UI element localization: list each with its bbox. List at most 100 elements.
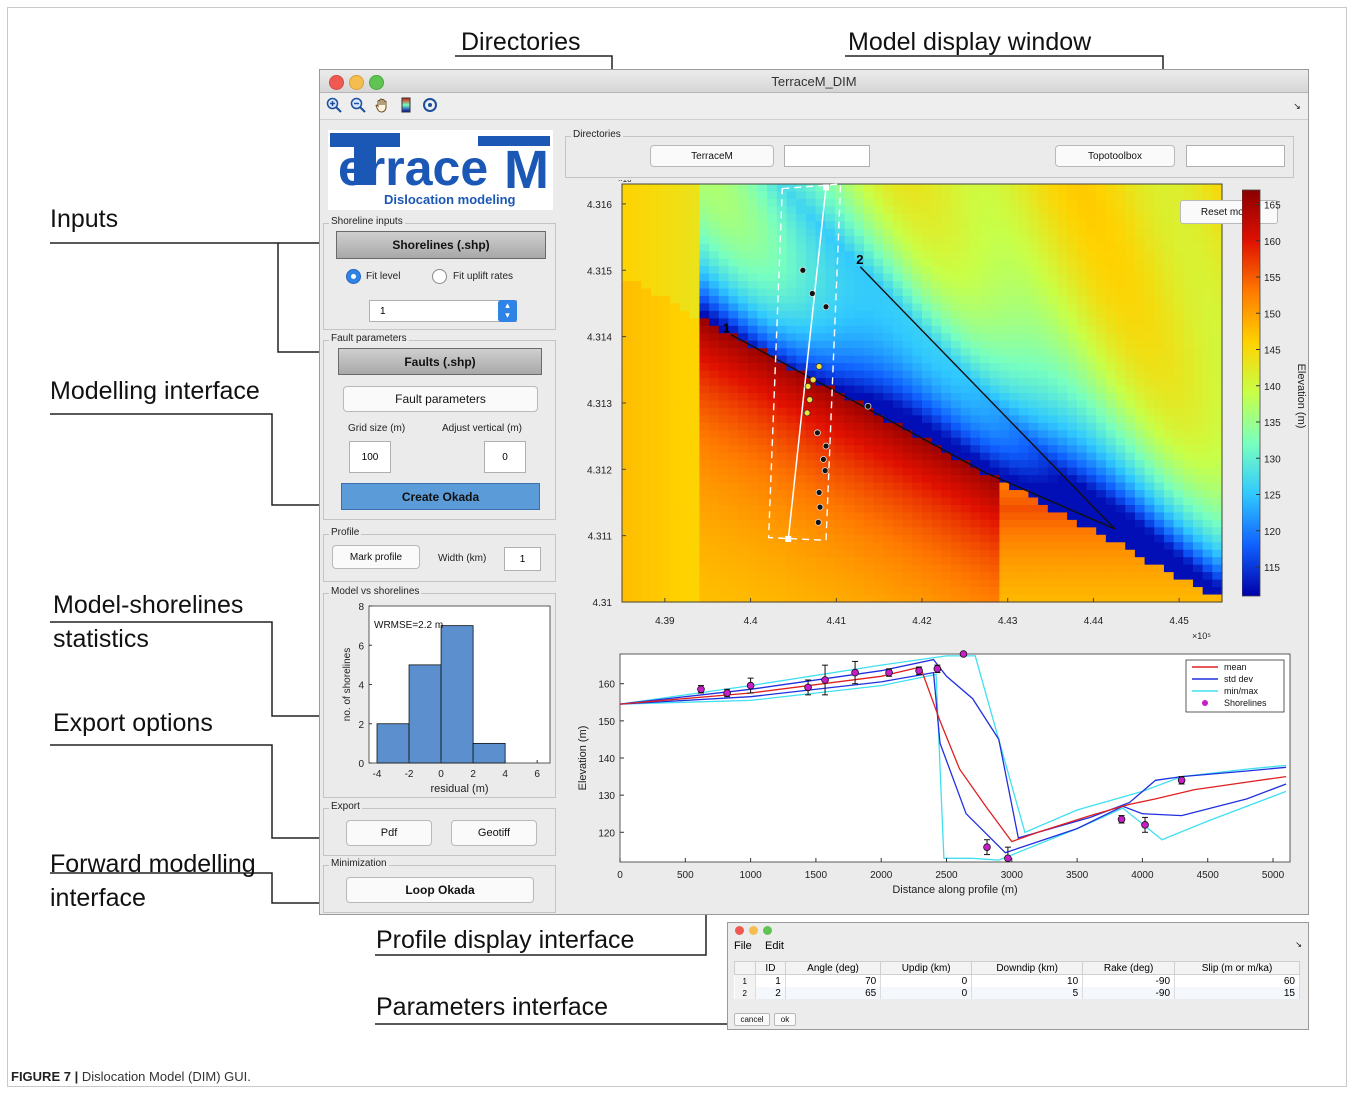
heatmap-cell — [631, 221, 642, 230]
heatmap-cell — [1202, 564, 1213, 573]
params-minimize-button[interactable] — [749, 926, 758, 935]
heatmap-cell — [1125, 363, 1136, 372]
heatmap-cell — [1183, 422, 1194, 431]
table-cell[interactable]: 15 — [1174, 987, 1300, 999]
column-header[interactable]: Downdip (km) — [971, 961, 1084, 975]
rotate-icon[interactable] — [421, 97, 439, 115]
heatmap-cell — [854, 318, 865, 327]
terracem-directory-field[interactable] — [784, 145, 870, 167]
column-header[interactable]: ID — [755, 961, 786, 975]
pdf-export-button[interactable]: Pdf — [346, 820, 432, 846]
profile-x-tick-label: 1500 — [805, 870, 828, 881]
params-cancel-button[interactable]: cancel — [734, 1013, 770, 1026]
heatmap-cell — [1047, 482, 1059, 491]
table-cell[interactable]: 60 — [1174, 974, 1300, 987]
heatmap-cell — [931, 258, 942, 267]
grid-size-field[interactable]: 100 — [349, 441, 391, 473]
zoom-in-icon[interactable] — [325, 97, 343, 115]
heatmap-cell — [941, 281, 952, 290]
table-cell[interactable]: 70 — [785, 974, 882, 987]
heatmap-cell — [873, 504, 884, 514]
params-maximize-button[interactable] — [763, 926, 772, 935]
shorelines-shp-button[interactable]: Shorelines (.shp) — [336, 231, 546, 259]
heatmap-cell — [912, 437, 923, 446]
heatmap-cell — [1115, 258, 1126, 267]
dock-arrow-icon[interactable]: ↘ — [1293, 101, 1301, 111]
table-cell[interactable]: -90 — [1082, 974, 1175, 987]
params-ok-button[interactable]: ok — [774, 1013, 796, 1026]
table-row[interactable]: 1 1 70 0 10 -90 60 — [734, 974, 1300, 987]
heatmap-cell — [999, 467, 1010, 476]
fit-uplift-rates-radio[interactable] — [432, 269, 447, 284]
create-okada-button[interactable]: Create Okada — [341, 483, 540, 510]
heatmap-cell — [999, 407, 1010, 416]
column-header[interactable]: Slip (m or m/ka) — [1174, 961, 1300, 975]
table-cell[interactable]: 5 — [971, 987, 1084, 999]
column-header[interactable]: Rake (deg) — [1082, 961, 1175, 975]
reset-model-button[interactable]: Reset model — [1180, 200, 1278, 224]
heatmap-cell — [1125, 460, 1136, 469]
table-cell[interactable]: 10 — [971, 974, 1084, 987]
heatmap-cell — [1028, 243, 1039, 252]
loop-okada-button[interactable]: Loop Okada — [346, 877, 534, 903]
shoreline-select-dropdown[interactable]: 1 — [369, 300, 517, 322]
heatmap-cell — [767, 579, 778, 588]
heatmap-cell — [1125, 587, 1136, 596]
table-cell[interactable]: 1 — [755, 974, 786, 987]
shoreline-marker — [959, 650, 968, 658]
chevron-updown-icon[interactable]: ▴ ▾ — [498, 300, 517, 322]
menu-file[interactable]: File — [734, 940, 752, 952]
topotoolbox-directory-field[interactable] — [1186, 145, 1285, 167]
geotiff-export-button[interactable]: Geotiff — [451, 820, 537, 846]
table-cell[interactable]: 65 — [785, 987, 882, 999]
heatmap-cell — [1038, 393, 1049, 402]
heatmap-cell — [844, 519, 855, 528]
heatmap-cell — [834, 475, 846, 484]
heatmap-cell — [709, 475, 720, 484]
minimize-window-button[interactable] — [349, 75, 364, 90]
model-display-map[interactable]: 124.39 4.4 4.41 4.42 4.43 4.44 4.454.3164.3154… — [567, 180, 1287, 640]
heatmap-cell — [1144, 340, 1155, 349]
heatmap-cell — [1154, 266, 1165, 275]
heatmap-cell — [747, 266, 759, 275]
heatmap-cell — [892, 266, 904, 275]
heatmap-cell — [883, 482, 894, 491]
menu-edit[interactable]: Edit — [765, 940, 784, 952]
fault-parameters-table[interactable]: ID Angle (deg) Updip (km) Downdip (km) R… — [734, 961, 1300, 999]
colorbar-icon[interactable] — [397, 97, 415, 115]
terracem-directory-button[interactable]: TerraceM — [650, 145, 774, 167]
params-close-button[interactable] — [735, 926, 744, 935]
heatmap-cell — [1086, 310, 1097, 319]
table-cell[interactable]: -90 — [1082, 987, 1175, 999]
fit-level-radio[interactable] — [346, 269, 361, 284]
params-dock-arrow-icon[interactable]: ↘ — [1295, 940, 1302, 949]
heatmap-cell — [970, 243, 981, 252]
heatmap-cell — [718, 407, 730, 416]
column-header[interactable]: Angle (deg) — [784, 961, 882, 975]
profile-display-chart[interactable]: 0 500 1000 1500 2000 2500 3000 3500 4000 4500 5000… — [570, 642, 1300, 910]
width-field[interactable]: 1 — [504, 547, 541, 571]
heatmap-cell — [873, 198, 884, 207]
maximize-window-button[interactable] — [369, 75, 384, 90]
zoom-out-icon[interactable] — [349, 97, 367, 115]
table-cell[interactable]: 0 — [880, 987, 973, 999]
heatmap-cell — [883, 542, 894, 551]
heatmap-cell — [883, 460, 894, 469]
topotoolbox-directory-button[interactable]: Topotoolbox — [1055, 145, 1175, 167]
heatmap-cell — [1096, 333, 1107, 342]
column-header[interactable]: Updip (km) — [880, 961, 973, 975]
fault-parameters-button[interactable]: Fault parameters — [343, 386, 538, 412]
heatmap-cell — [863, 363, 875, 372]
pan-hand-icon[interactable] — [373, 97, 391, 115]
heatmap-cell — [844, 572, 855, 581]
close-window-button[interactable] — [329, 75, 344, 90]
heatmap-cell — [825, 497, 836, 506]
adjust-vertical-field[interactable]: 0 — [484, 441, 526, 473]
mark-profile-button[interactable]: Mark profile — [332, 545, 420, 569]
heatmap-cell — [767, 549, 778, 558]
table-row[interactable]: 2 2 65 0 5 -90 15 — [734, 987, 1300, 999]
heatmap-cell — [1057, 243, 1068, 252]
table-cell[interactable]: 0 — [880, 974, 973, 987]
faults-shp-button[interactable]: Faults (.shp) — [338, 348, 542, 375]
table-cell[interactable]: 2 — [755, 987, 786, 999]
